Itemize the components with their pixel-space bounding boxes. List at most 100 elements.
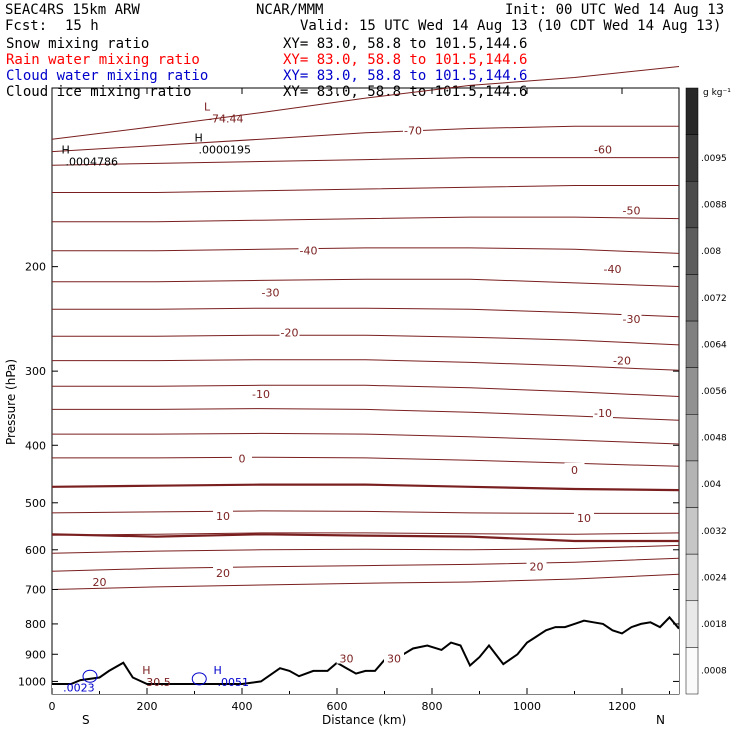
isotherm-line <box>52 334 680 346</box>
extremum-value: 30.5 <box>146 676 171 689</box>
colorbar-segment <box>685 553 699 602</box>
x-tick-label: 800 <box>422 700 443 713</box>
extremum-mark: H <box>195 131 203 144</box>
y-axis-label: Pressure (hPa) <box>4 359 18 445</box>
contour-label-bg <box>574 510 594 523</box>
extremum-value: -74.44 <box>208 113 243 126</box>
legend-name: Cloud water mixing ratio <box>6 68 208 84</box>
extrema-labels: L-74.44H.0000195H.0004786H30.5H.0051.002… <box>62 101 252 695</box>
valid-time: Valid: 15 UTC Wed 14 Aug 13 (10 CDT Wed … <box>300 18 721 34</box>
extremum-value: .0051 <box>218 676 250 689</box>
contour-label-bg <box>384 651 404 664</box>
contour-label-bg <box>602 262 623 275</box>
contour-label: -30 <box>623 313 641 326</box>
cloud-water-contour <box>82 669 98 683</box>
extremum-mark: L <box>204 101 211 114</box>
isotherm-line <box>52 384 680 397</box>
contour-label: 0 <box>239 452 246 465</box>
extremum-value: .0000195 <box>199 143 252 156</box>
contour-label: -40 <box>604 263 622 276</box>
contour-label: -10 <box>594 407 612 420</box>
contour-label: -40 <box>300 245 318 258</box>
y-tick-label: 400 <box>25 439 46 452</box>
x-tick-label: 600 <box>327 700 348 713</box>
colorbar-segment <box>685 134 699 182</box>
isotherm-line <box>52 185 679 193</box>
freezing-level-line <box>51 533 679 543</box>
x-tick-label: 400 <box>232 700 253 713</box>
colorbar-label: .0018 <box>701 620 727 630</box>
colorbar-segment <box>685 507 699 555</box>
isotherm-line <box>51 557 680 572</box>
fcst-value: 15 h <box>65 18 99 34</box>
init-time: Init: 00 UTC Wed 14 Aug 13 <box>505 2 724 18</box>
isotherm-line <box>52 408 680 421</box>
contour-label-bg <box>213 566 233 579</box>
colorbar-segment <box>685 180 699 229</box>
x-tick-label: 0 <box>49 700 56 713</box>
colorbar-label: .0095 <box>701 154 727 164</box>
colorbar-label: .0024 <box>701 573 727 583</box>
x-tick-label: 200 <box>137 700 158 713</box>
terrain-line <box>52 615 680 685</box>
isotherm-line <box>51 157 679 166</box>
y-tick-label: 1000 <box>18 675 46 688</box>
isotherm-line <box>52 278 680 287</box>
legend-name: Rain water mixing ratio <box>6 52 200 68</box>
contour-label-bg <box>593 406 613 419</box>
colorbar-segment <box>685 320 699 368</box>
contour-label: -60 <box>594 144 612 157</box>
colorbar-label: .0072 <box>701 294 727 304</box>
fcst-label: Fcst: <box>5 18 47 34</box>
colorbar-segment <box>685 87 699 135</box>
isotherm-line <box>51 573 680 590</box>
extremum-value: .0004786 <box>66 156 119 169</box>
contour-label-bg <box>612 353 632 366</box>
contour-label-bg <box>89 575 110 588</box>
legend-name: Snow mixing ratio <box>6 36 149 52</box>
plot-frame <box>51 87 680 695</box>
center-title: NCAR/MMM <box>256 2 323 18</box>
isotherm-line <box>51 483 680 492</box>
contour-label: -20 <box>281 326 299 339</box>
extremum-value: .0023 <box>63 681 95 694</box>
x-end-right: N <box>656 713 665 727</box>
cloud-water-contours <box>82 669 207 686</box>
colorbar-label: .0048 <box>701 434 727 444</box>
contour-label-bg <box>260 285 281 298</box>
legend-xy: XY= 83.0, 58.8 to 101.5,144.6 <box>283 84 527 100</box>
isotherm-line <box>52 456 680 467</box>
isotherm-line <box>52 307 680 318</box>
colorbar-label: .0032 <box>701 527 727 537</box>
isotherm-line <box>52 216 680 223</box>
contour-labels: -70 -60 -50 -40 -40 -30 -30 -20 -20 -10 -10 0 0 10 10 2… <box>89 123 642 666</box>
contour-label-bg <box>213 508 233 521</box>
contour-label-bg <box>526 559 547 572</box>
legend-xy: XY= 83.0, 58.8 to 101.5,144.6 <box>283 68 527 84</box>
contour-label-bg <box>403 123 423 136</box>
x-axis: 0 200 400 600 800 1000 1200 <box>49 88 670 713</box>
contour-label: 20 <box>216 567 230 580</box>
colorbar-label: .0088 <box>701 201 727 211</box>
contour-label: 10 <box>216 510 230 523</box>
colorbar-label: .004 <box>701 480 721 490</box>
colorbar-label: .0056 <box>701 387 727 397</box>
colorbar-segment <box>685 460 699 508</box>
contour-label-bg <box>336 651 357 664</box>
contour-label-bg <box>298 243 319 256</box>
contour-label: 20 <box>93 576 107 589</box>
extremum-mark: H <box>62 144 70 157</box>
contour-label-bg <box>593 142 613 155</box>
y-tick-label: 900 <box>25 648 46 661</box>
contour-label: -70 <box>404 125 422 138</box>
x-tick-label: 1200 <box>608 700 636 713</box>
x-end-left: S <box>82 713 90 727</box>
contour-label-bg <box>621 311 642 324</box>
y-tick-label: 700 <box>25 584 46 597</box>
model-title: SEAC4RS 15km ARW <box>5 2 140 18</box>
isotherm-line <box>51 532 680 536</box>
contour-label: -30 <box>262 286 280 299</box>
extremum-mark: H <box>214 664 222 677</box>
